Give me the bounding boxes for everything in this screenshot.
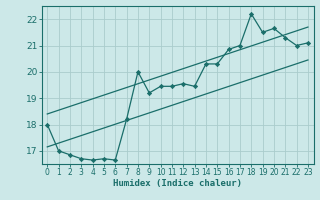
- X-axis label: Humidex (Indice chaleur): Humidex (Indice chaleur): [113, 179, 242, 188]
